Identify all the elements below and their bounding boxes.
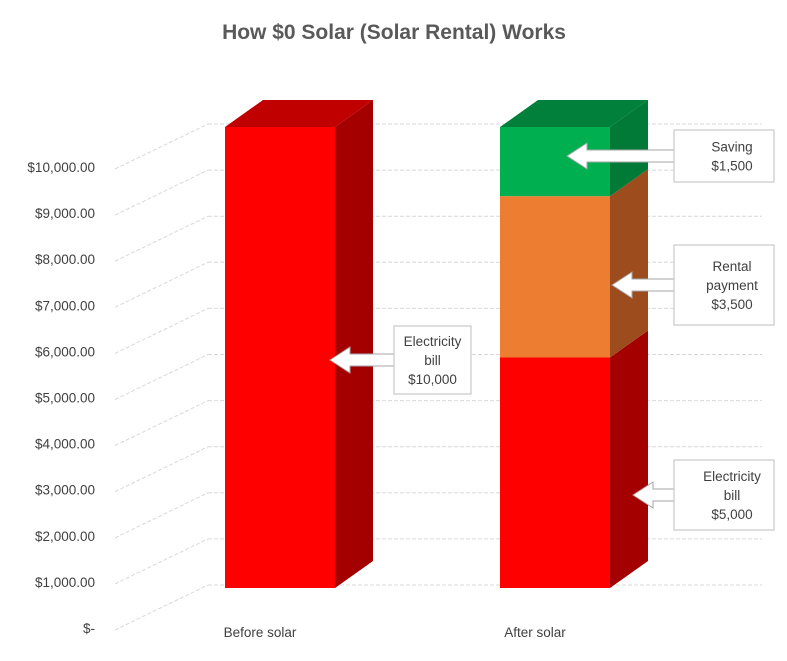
y-tick-label: $-: [83, 621, 95, 636]
gridline-diag: [114, 538, 209, 585]
callout-text: $5,000: [711, 507, 752, 522]
y-tick-label: $3,000.00: [35, 483, 95, 498]
bars: [225, 100, 648, 588]
callout-text: Saving: [711, 140, 752, 155]
callout-text: bill: [724, 488, 741, 503]
bar-top: [500, 100, 648, 127]
y-tick-label: $1,000.00: [35, 575, 95, 590]
gridline-diag: [114, 446, 209, 493]
bar-segment: [500, 100, 648, 197]
gridline-diag: [114, 400, 209, 447]
callout-text: Rental: [712, 259, 751, 274]
callout-box: [673, 459, 775, 531]
bar-front: [500, 357, 610, 588]
callout-box: [673, 244, 775, 326]
category-label: After solar: [504, 625, 566, 640]
gridline-diag: [114, 492, 209, 539]
callout-text: $1,500: [711, 159, 752, 174]
y-axis-tick-labels: $- $1,000.00 $2,000.00 $3,000.00 $4,000.00 $5…: [27, 160, 95, 636]
y-tick-label: $4,000.00: [35, 437, 95, 452]
bar-top: [225, 100, 373, 127]
callout: Electricity bill $5,000: [632, 459, 775, 531]
y-tick-label: $10,000.00: [27, 160, 95, 175]
callout-text: Electricity: [703, 469, 761, 484]
y-tick-label: $2,000.00: [35, 529, 95, 544]
callout-text: Electricity: [404, 334, 462, 349]
chart-title: How $0 Solar (Solar Rental) Works: [222, 21, 566, 44]
y-tick-label: $6,000.00: [35, 344, 95, 359]
y-tick-label: $7,000.00: [35, 298, 95, 313]
category-label: Before solar: [224, 625, 297, 640]
callout-text: $10,000: [408, 372, 457, 387]
bar-side: [610, 169, 648, 358]
y-tick-label: $9,000.00: [35, 206, 95, 221]
bar-front: [500, 196, 610, 358]
callout-box: [393, 325, 472, 395]
callout: Electricity bill $10,000: [329, 325, 472, 395]
callout: Saving $1,500: [566, 129, 775, 183]
bar-segment: [225, 100, 373, 588]
bar-segment: [500, 330, 648, 588]
x-axis-category-labels: Before solar After solar: [224, 625, 567, 640]
bar-side: [335, 100, 373, 588]
gridline-diag: [114, 354, 209, 400]
gridline-diag: [114, 123, 209, 170]
callout-box: [673, 129, 775, 183]
callouts: Electricity bill $10,000 Saving $1,500 Rental…: [329, 129, 775, 531]
y-tick-label: $8,000.00: [35, 252, 95, 267]
gridline-diag: [114, 215, 209, 262]
bar-side: [610, 100, 648, 197]
gridline-diag: [114, 307, 209, 354]
bar-side: [610, 330, 648, 588]
callout-text: payment: [706, 278, 758, 293]
gridline-diag: [114, 584, 209, 631]
callout-text: $3,500: [711, 297, 752, 312]
callout: Rental payment $3,500: [611, 244, 775, 326]
callout-text: bill: [424, 353, 441, 368]
gridline-diag: [114, 169, 209, 216]
bar-front: [225, 127, 335, 588]
y-tick-label: $5,000.00: [35, 391, 95, 406]
gridline-diag: [114, 261, 209, 308]
bar-segment: [500, 169, 648, 358]
